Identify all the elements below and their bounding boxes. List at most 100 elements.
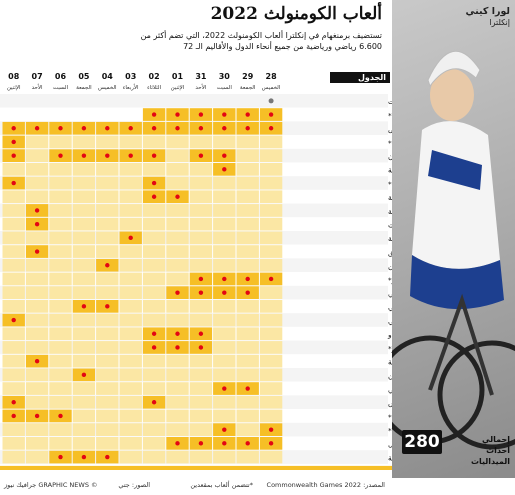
schedule-cell <box>25 272 49 286</box>
schedule-cell <box>96 204 119 217</box>
schedule-cell <box>119 190 142 204</box>
schedule-cell <box>96 437 119 450</box>
schedule-cell <box>72 286 96 299</box>
sport-label: ألعاب قوى - المضمار والميدان* <box>388 137 392 147</box>
schedule-cell <box>2 327 25 341</box>
daily-total: 34 <box>55 469 67 470</box>
daily-total: 23 <box>219 469 230 470</box>
schedule-cell <box>49 300 72 313</box>
medal-dot <box>222 126 227 131</box>
sport-label: تنس الريشة <box>388 166 392 175</box>
schedule-cell <box>213 135 236 149</box>
schedule-cell <box>259 163 283 176</box>
schedule-cell <box>119 217 142 231</box>
schedule-cell <box>49 176 72 190</box>
day-number: 07 <box>32 72 43 81</box>
schedule-cell <box>72 135 96 149</box>
schedule-cell <box>236 409 259 423</box>
schedule-cell <box>72 327 96 341</box>
schedule-cell <box>25 190 49 204</box>
schedule-cell <box>2 286 25 299</box>
schedule-cell <box>119 258 142 272</box>
day-number: 08 <box>8 72 20 81</box>
schedule-cell <box>142 135 166 149</box>
day-number: 28 <box>266 72 278 81</box>
medal-dot <box>268 276 274 282</box>
medal-dot <box>222 112 227 117</box>
medal-dot <box>105 263 110 268</box>
schedule-cell <box>72 217 96 231</box>
schedule-cell <box>25 258 49 272</box>
day-number: 31 <box>195 72 207 81</box>
schedule-cell <box>25 341 49 354</box>
schedule-cell <box>259 300 283 313</box>
schedule-cell <box>236 341 259 354</box>
schedule-cell <box>49 163 72 176</box>
schedule-cell <box>236 231 259 245</box>
schedule-cell <box>189 409 213 423</box>
schedule-cell <box>166 313 189 327</box>
medal-dot <box>151 112 157 117</box>
medal-dot <box>11 317 16 323</box>
medal-dot <box>175 345 180 350</box>
schedule-cell <box>49 190 72 204</box>
day-number: 01 <box>172 72 184 81</box>
daily-total: 37 <box>172 469 183 470</box>
schedule-cell <box>119 300 142 313</box>
schedule-cell <box>49 382 72 395</box>
medal-dot <box>81 126 87 131</box>
schedule-cell <box>25 450 49 464</box>
sport-label: رفع الأثقال للمقعدين <box>388 371 392 380</box>
schedule-cell <box>25 368 49 382</box>
schedule-cell <box>49 272 72 286</box>
schedule-cell <box>2 437 25 450</box>
day-number: 06 <box>55 72 67 81</box>
schedule-cell <box>166 300 189 313</box>
medal-dot <box>198 126 204 131</box>
cyclist-photo <box>392 0 515 478</box>
sport-label: سباق الدراجات - الزمن <box>388 262 392 271</box>
schedule-cell <box>213 450 236 464</box>
medal-dot <box>268 112 274 117</box>
sport-label: الرياضات المائية - الغوص <box>388 125 392 134</box>
schedule-cell <box>72 437 96 450</box>
schedule-cell <box>96 286 119 299</box>
schedule-cell <box>213 245 236 258</box>
schedule-cell <box>96 313 119 327</box>
schedule-cell <box>236 149 259 162</box>
schedule-cell <box>213 217 236 231</box>
day-name: الثلاثاء <box>147 85 161 91</box>
credit-text: © GRAPHIC NEWS جرافيك نيوز <box>4 481 98 489</box>
schedule-cell <box>2 382 25 395</box>
medal-dot <box>151 153 157 158</box>
medal-dot <box>245 441 250 446</box>
schedule-cell <box>96 423 119 436</box>
medal-dot <box>222 290 227 295</box>
total-medals-label: إجمالي أحداث الميداليات <box>446 434 510 467</box>
medal-dot <box>175 331 180 336</box>
schedule-cell <box>189 135 213 149</box>
schedule-cell <box>236 313 259 327</box>
schedule-cell <box>119 163 142 176</box>
schedule-cell <box>142 354 166 368</box>
schedule-cell <box>213 176 236 190</box>
medal-dot <box>128 126 133 131</box>
schedule-cell <box>259 368 283 382</box>
schedule-cell <box>189 300 213 313</box>
schedule-cell <box>259 245 283 258</box>
medal-dot <box>245 386 250 391</box>
schedule-cell <box>49 423 72 436</box>
schedule-cell <box>96 341 119 354</box>
schedule-cell <box>259 395 283 409</box>
medal-dot <box>58 126 63 131</box>
schedule-cell <box>213 395 236 409</box>
schedule-cell <box>72 176 96 190</box>
schedule-cell <box>259 354 283 368</box>
schedule-cell <box>96 163 119 176</box>
daily-total: 28 <box>195 469 207 470</box>
medal-dot <box>34 221 40 227</box>
day-name: الخميس <box>98 85 117 91</box>
medal-dot <box>245 112 250 117</box>
day-number: 29 <box>242 72 254 81</box>
schedule-cell <box>25 423 49 436</box>
